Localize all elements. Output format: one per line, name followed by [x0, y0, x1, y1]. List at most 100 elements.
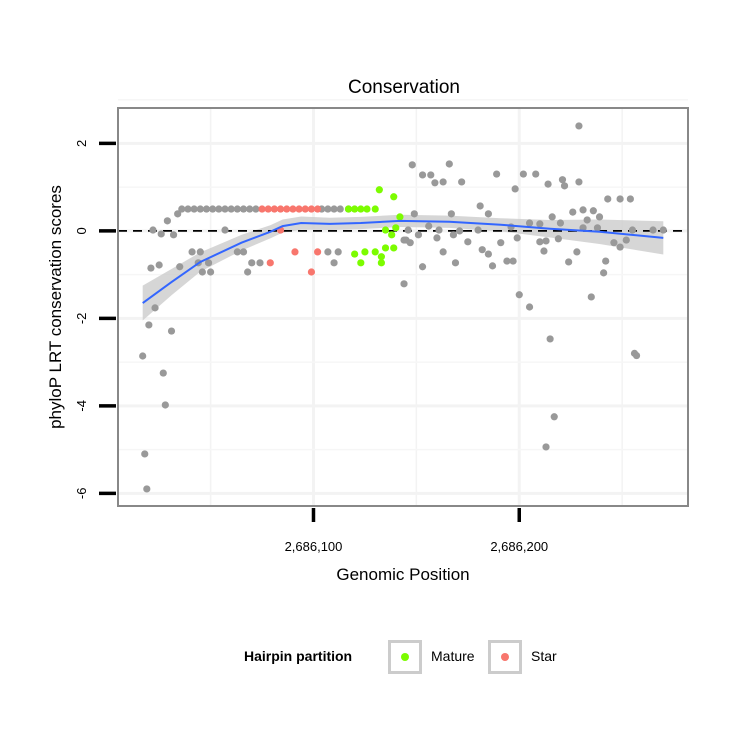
data-point-other	[206, 268, 215, 276]
y-tick-label: -4	[74, 400, 89, 412]
data-point-other	[628, 226, 637, 234]
legend-dot-mature	[401, 653, 409, 661]
data-point-other	[404, 226, 412, 234]
data-point-other	[184, 205, 192, 213]
data-point-star	[276, 205, 285, 213]
data-point-other	[425, 222, 433, 230]
data-point-other	[593, 224, 602, 232]
data-point-other	[513, 234, 521, 242]
data-point-mature	[390, 244, 398, 252]
y-tick-label: 0	[74, 227, 89, 234]
data-point-other	[659, 226, 667, 234]
confidence-band-area	[142, 214, 664, 321]
x-tick-label: 2,686,200	[490, 539, 548, 554]
data-point-other	[334, 248, 342, 256]
data-point-other	[215, 205, 223, 213]
data-point-other	[324, 248, 332, 256]
data-point-other	[151, 304, 159, 312]
data-point-other	[488, 262, 497, 270]
data-point-other	[202, 205, 211, 213]
data-point-other	[324, 205, 332, 213]
data-point-other	[147, 264, 155, 272]
data-point-other	[478, 246, 486, 254]
data-point-star	[289, 205, 297, 213]
data-point-other	[484, 250, 492, 258]
data-point-other	[196, 248, 204, 256]
data-point-other	[239, 205, 248, 213]
legend-title: Hairpin partition	[244, 648, 353, 664]
data-point-other	[532, 170, 540, 178]
data-point-star	[314, 248, 322, 256]
data-point-other	[554, 235, 562, 243]
data-point-other	[649, 226, 657, 234]
data-point-other	[575, 178, 583, 186]
legend-label-mature: Mature	[431, 648, 475, 664]
data-point-star	[283, 205, 291, 213]
data-point-other	[155, 261, 163, 269]
data-point-other	[550, 413, 558, 421]
chart-title: Conservation	[348, 77, 460, 98]
data-point-other	[435, 226, 443, 234]
data-point-other	[400, 280, 408, 288]
data-point-other	[190, 205, 198, 213]
data-point-other	[204, 259, 213, 267]
data-point-other	[433, 234, 441, 242]
plot-panel	[118, 108, 688, 506]
data-point-other	[233, 205, 241, 213]
data-point-other	[525, 303, 534, 311]
data-point-other	[458, 178, 466, 186]
data-point-other	[246, 205, 254, 213]
data-point-other	[227, 205, 235, 213]
data-point-other	[451, 259, 460, 267]
smooth-line	[142, 219, 664, 304]
data-point-other	[455, 227, 464, 235]
data-point-other	[565, 258, 573, 266]
data-point-star	[314, 205, 322, 213]
data-point-other	[515, 291, 523, 299]
data-point-other	[406, 239, 414, 247]
data-point-other	[484, 210, 492, 218]
data-point-other	[427, 171, 435, 179]
data-point-other	[449, 231, 458, 239]
data-point-other	[509, 257, 517, 265]
data-point-other	[221, 226, 229, 234]
axes: 2,686,100 2,686,200 2 0 -2 -4 -6	[74, 140, 548, 554]
data-point-mature	[361, 248, 369, 256]
data-point-other	[536, 220, 544, 228]
data-point-other	[573, 248, 581, 256]
data-point-mature	[375, 186, 383, 194]
data-point-mature	[396, 213, 404, 221]
data-point-mature	[363, 205, 371, 213]
data-point-other	[610, 239, 618, 247]
data-point-mature	[357, 205, 365, 213]
data-point-mature	[377, 253, 385, 261]
data-point-other	[542, 237, 550, 245]
data-point-other	[497, 239, 505, 247]
confidence-band	[142, 214, 664, 321]
data-point-star	[291, 248, 299, 256]
data-point-other	[408, 161, 416, 169]
data-point-other	[536, 238, 544, 246]
data-point-other	[595, 213, 604, 221]
data-point-other	[141, 450, 149, 458]
data-point-other	[330, 205, 338, 213]
data-point-other	[431, 179, 439, 187]
data-point-other	[519, 170, 527, 178]
data-point-other	[330, 259, 338, 267]
data-point-other	[579, 206, 587, 214]
data-point-other	[548, 213, 556, 221]
legend-dot-star	[501, 653, 509, 661]
data-point-other	[233, 248, 241, 256]
data-point-other	[248, 259, 256, 267]
data-point-other	[558, 176, 567, 184]
data-point-other	[161, 401, 169, 409]
data-point-other	[476, 202, 484, 210]
data-point-mature	[371, 205, 379, 213]
data-point-star	[266, 259, 274, 267]
data-point-other	[569, 208, 577, 216]
data-point-other	[336, 205, 344, 213]
legend-key-star	[488, 640, 522, 674]
data-point-other	[632, 351, 641, 360]
data-point-other	[414, 231, 423, 239]
data-point-other	[149, 226, 157, 234]
